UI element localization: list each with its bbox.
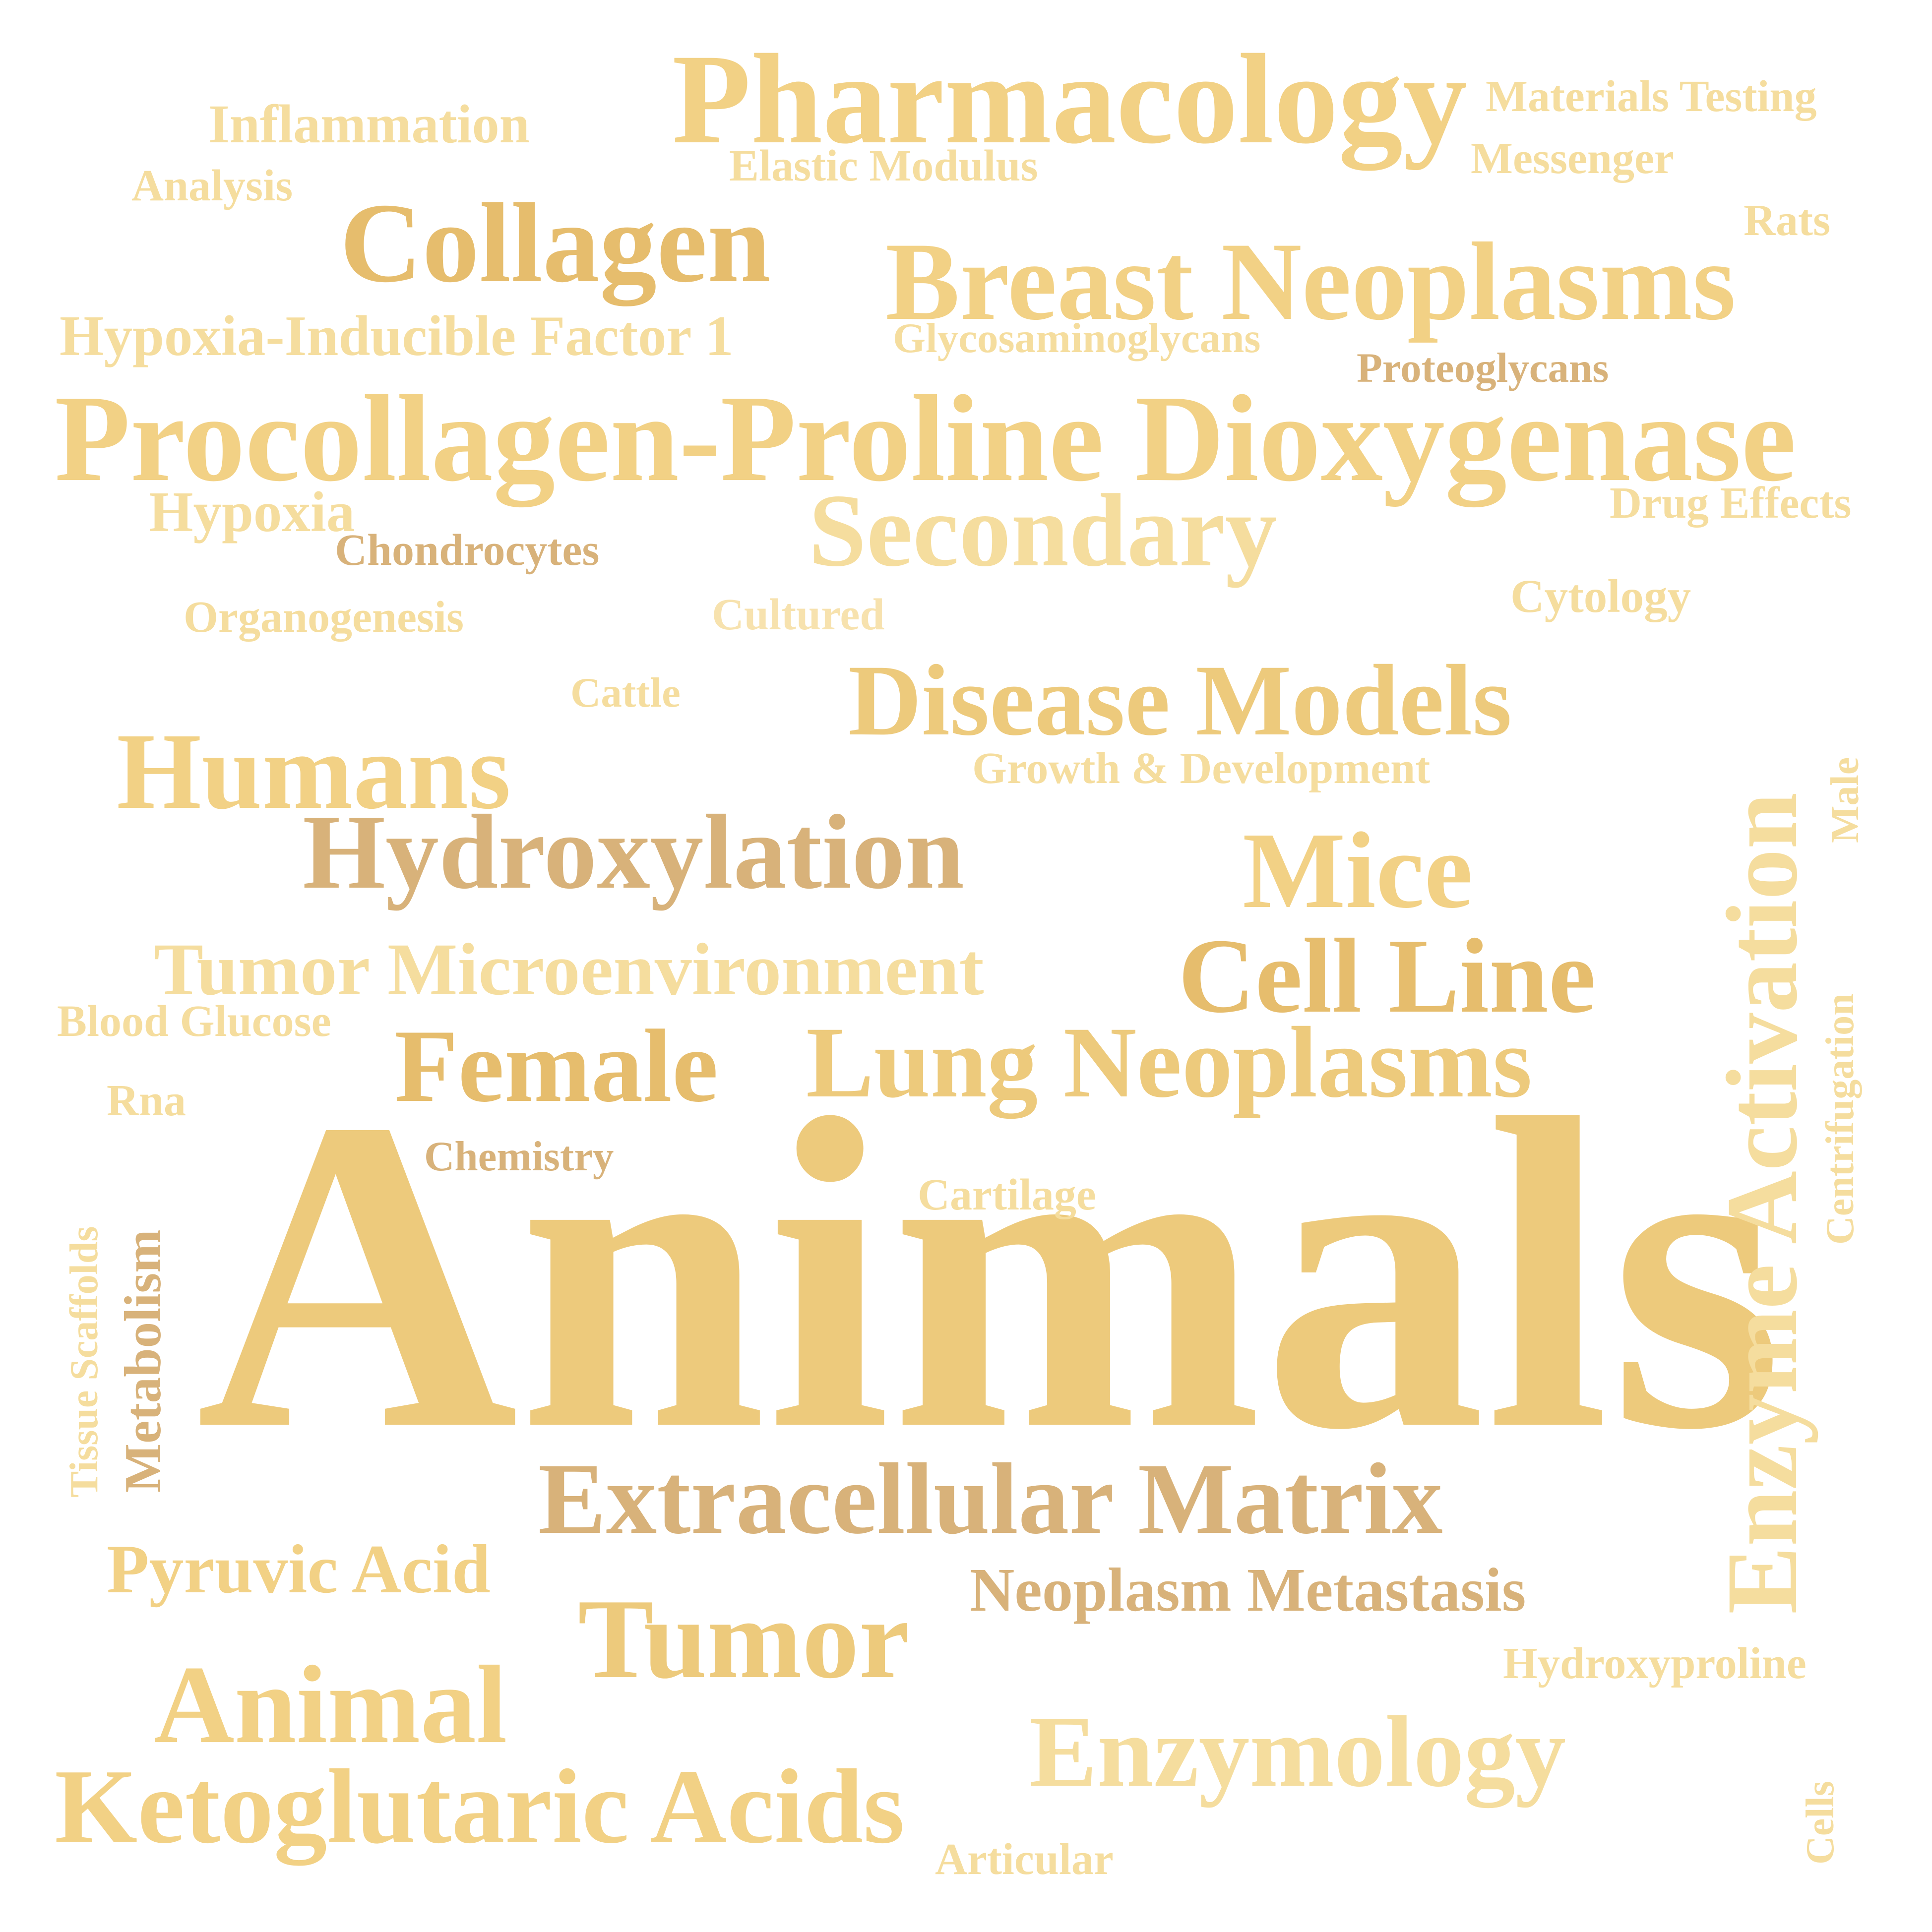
word-proteoglycans: Proteoglycans — [1357, 345, 1609, 391]
word-animals: Animals — [196, 1027, 1784, 1521]
word-tissue-scaffolds: Tissue Scaffolds — [62, 1226, 106, 1498]
word-elastic-modulus: Elastic Modulus — [729, 141, 1038, 190]
word-cattle: Cattle — [570, 669, 681, 716]
word-male: Male — [1823, 757, 1867, 843]
word-cultured: Cultured — [712, 590, 885, 639]
word-chondrocytes: Chondrocytes — [335, 526, 600, 575]
word-analysis: Analysis — [131, 161, 293, 210]
word-humans: Humans — [117, 711, 511, 832]
word-procollagen-proline-dioxygenase: Procollagen-Proline Dioxygenase — [55, 370, 1797, 507]
word-hypoxia: Hypoxia — [149, 481, 355, 543]
word-rats: Rats — [1744, 196, 1830, 245]
word-ketoglutaric-acids: Ketoglutaric Acids — [55, 1747, 905, 1866]
word-cells: Cells — [1799, 1781, 1842, 1865]
word-chemistry: Chemistry — [424, 1133, 614, 1180]
word-messenger: Messenger — [1471, 134, 1674, 183]
word-disease-models: Disease Models — [848, 644, 1512, 757]
word-articular: Articular — [935, 1835, 1114, 1884]
word-mice: Mice — [1243, 810, 1473, 931]
word-inflammation: Inflammation — [208, 94, 530, 154]
word-pharmacology: Pharmacology — [672, 28, 1468, 171]
word-cell-line: Cell Line — [1178, 916, 1596, 1035]
word-collagen: Collagen — [340, 180, 771, 306]
word-female: Female — [394, 1009, 718, 1124]
word-drug-effects: Drug Effects — [1610, 479, 1852, 528]
word-secondary: Secondary — [809, 473, 1277, 588]
word-organogenesis: Organogenesis — [184, 593, 464, 642]
word-metabolism: Metabolism — [114, 1229, 172, 1493]
word-enzyme-activation: Enzyme Activation — [1706, 792, 1818, 1614]
word-pyruvic-acid: Pyruvic Acid — [107, 1531, 491, 1608]
word-cytology: Cytology — [1510, 570, 1691, 622]
word-hydroxyproline: Hydroxyproline — [1503, 1639, 1807, 1688]
word-materials-testing: Materials Testing — [1486, 72, 1817, 121]
word-enzymology: Enzymology — [1029, 1695, 1566, 1808]
word-animal: Animal — [154, 1642, 507, 1766]
word-centrifugation: Centrifugation — [1818, 993, 1862, 1245]
word-tumor-microenvironment: Tumor Microenvironment — [154, 928, 984, 1011]
word-tumor: Tumor — [578, 1575, 910, 1702]
word-lung-neoplasms: Lung Neoplasms — [806, 1006, 1532, 1119]
word-hypoxia-inducible-factor-1: Hypoxia-Inducible Factor 1 — [60, 304, 734, 367]
word-extracellular-matrix: Extracellular Matrix — [538, 1443, 1443, 1555]
word-glycosaminoglycans: Glycosaminoglycans — [893, 315, 1261, 362]
word-neoplasm-metastasis: Neoplasm Metastasis — [970, 1556, 1526, 1625]
word-cartilage: Cartilage — [918, 1170, 1096, 1219]
word-growth-and-development: Growth & Development — [972, 744, 1431, 793]
word-blood-glucose: Blood Glucose — [57, 997, 331, 1046]
word-hydroxylation: Hydroxylation — [303, 792, 964, 911]
word-rna: Rna — [107, 1076, 187, 1125]
word-breast-neoplasms: Breast Neoplasms — [885, 219, 1736, 343]
